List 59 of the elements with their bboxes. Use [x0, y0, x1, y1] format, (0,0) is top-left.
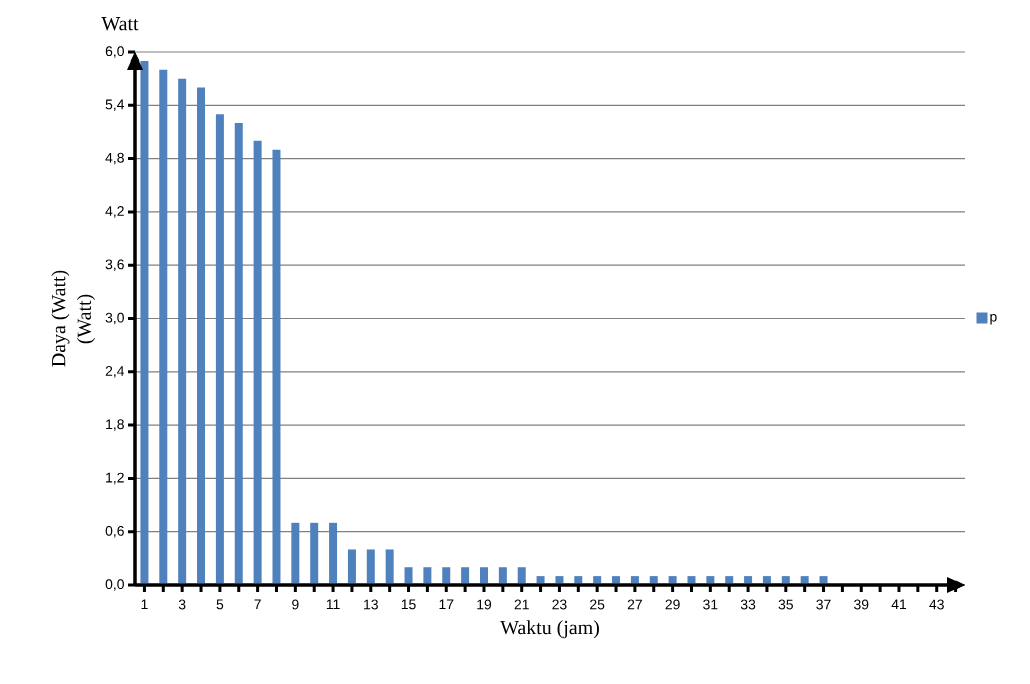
x-tick-label: 9	[292, 599, 299, 610]
legend-label: p	[990, 314, 997, 325]
bar	[423, 567, 432, 585]
y-axis-title: Daya (Watt)	[51, 270, 70, 367]
x-tick-label: 25	[590, 599, 605, 610]
x-tick-label: 17	[439, 599, 454, 610]
bar	[385, 549, 394, 585]
x-tick-label: 29	[665, 599, 680, 610]
text: (Watt)	[76, 294, 96, 344]
bar	[517, 567, 526, 585]
x-tick-label: 7	[254, 599, 261, 610]
y-tick-label: 0,6	[105, 525, 124, 538]
y-tick-label: 0,0	[105, 579, 124, 591]
bar	[215, 114, 224, 585]
bar	[272, 149, 281, 585]
x-tick-label: 43	[929, 599, 944, 610]
bar	[310, 522, 319, 585]
x-tick-label: 21	[514, 599, 529, 610]
x-tick-label: 23	[552, 599, 567, 610]
bar	[479, 567, 488, 585]
bar	[197, 87, 206, 585]
y-tick-label: 3,0	[105, 312, 124, 325]
y-tick-label: 3,6	[105, 259, 124, 271]
x-tick-label: 33	[740, 599, 756, 610]
x-tick-label: 11	[326, 599, 340, 610]
x-tick-label: 13	[364, 599, 378, 610]
y-tick-label: 1,8	[106, 419, 124, 431]
x-tick-label: 5	[216, 599, 224, 610]
x-tick-label: 15	[401, 599, 416, 610]
y-tick-label: 6,0	[105, 46, 124, 58]
bar	[159, 69, 168, 585]
y-tick-label: 4,2	[105, 206, 124, 218]
x-tick-label: 19	[477, 599, 492, 610]
y-tick-label: 5,4	[105, 99, 125, 111]
bar	[234, 123, 243, 585]
y-tick-label: 2,4	[105, 366, 125, 378]
text: Watt	[101, 17, 139, 31]
bar	[178, 78, 187, 585]
y-tick-label: 1,2	[106, 472, 124, 485]
y-tick-label: 4,8	[105, 152, 124, 165]
x-tick-label: 35	[778, 599, 793, 610]
x-tick-label: 27	[627, 599, 642, 610]
x-tick-label: 41	[891, 599, 907, 610]
x-tick-label: 39	[854, 599, 869, 610]
bar	[329, 522, 338, 585]
x-tick-label: 1	[141, 599, 148, 610]
bar	[291, 522, 300, 585]
bar	[498, 567, 507, 585]
x-tick-label: 3	[178, 599, 186, 610]
bar	[140, 60, 149, 585]
bar	[442, 567, 451, 585]
x-axis-title: Waktu (jam)	[500, 620, 599, 639]
x-tick-label: 31	[703, 599, 718, 610]
bar	[404, 567, 413, 585]
bar	[253, 140, 262, 585]
x-tick-label: 37	[816, 599, 831, 610]
bar	[461, 567, 470, 585]
bar	[366, 549, 375, 585]
bar	[347, 549, 356, 585]
